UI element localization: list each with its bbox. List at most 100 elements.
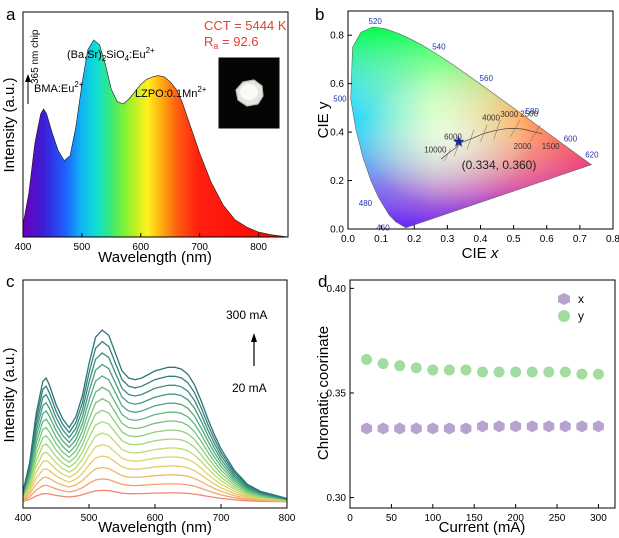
ra-r: R <box>204 34 213 49</box>
point-x <box>543 420 555 433</box>
current-low-label: 20 mA <box>232 381 267 395</box>
wavelength-label: 560 <box>480 74 494 83</box>
y-axis-title-b: CIE y <box>315 101 332 138</box>
legend-d: x y <box>558 292 584 323</box>
spectrum-area <box>23 39 288 237</box>
panel-b-x-tick-label: 0.2 <box>407 234 421 245</box>
wavelength-label: 480 <box>359 199 373 208</box>
x-axis-ticks-d: 0 50 100 150 200 250 300 <box>347 504 607 524</box>
wavelength-label: 500 <box>333 95 347 104</box>
point-y <box>559 366 571 378</box>
basr-sub: 2 <box>102 54 107 63</box>
y-axis-ticks-b: 0.0 0.2 0.4 0.6 0.8 <box>330 31 352 236</box>
lzpo-label: LZPO:0.1Mn2+ <box>135 85 207 100</box>
x-axis-ticks-a: 400 500 600 700 800 <box>15 233 267 253</box>
panel-b-x-tick-label: 0.8 <box>606 234 619 245</box>
point-x <box>592 420 604 433</box>
wavelength-label: 540 <box>432 42 446 51</box>
point-x <box>526 420 538 433</box>
panel-b-x-tick-label: 0.0 <box>341 234 355 245</box>
point-x <box>443 422 455 435</box>
legend-y-label: y <box>578 309 584 323</box>
gamut-white-point <box>350 27 592 228</box>
point-x <box>493 420 505 433</box>
cct-label: 2500 <box>520 110 538 119</box>
spectrum-curve <box>22 455 288 502</box>
isotherm-line <box>529 124 541 142</box>
point-x <box>510 420 522 433</box>
point-y <box>394 360 406 372</box>
panel-d-x-tick-label: 150 <box>466 513 483 524</box>
point-x <box>410 422 422 435</box>
plot-frame-d <box>349 279 616 509</box>
led-photo-inset <box>217 56 281 130</box>
cct-label: 6000 <box>444 132 462 141</box>
panel-b-x-tick-label: 0.5 <box>507 234 521 245</box>
panel-c-letter: c <box>6 272 15 291</box>
point-y <box>543 366 555 378</box>
basr-eu: :Eu <box>129 49 146 61</box>
panel-d-x-tick-label: 300 <box>590 513 607 524</box>
panel-a-x-tick-label: 600 <box>132 242 149 253</box>
spectrum-line <box>23 39 288 237</box>
panel-c-x-tick-label: 800 <box>279 513 296 524</box>
panel-d-y-tick-label: 0.35 <box>327 388 347 399</box>
wavelength-label: 600 <box>564 135 578 144</box>
cct-label: 2000 <box>514 142 532 151</box>
legend-y-marker <box>558 310 570 322</box>
legend-x-label: x <box>578 292 584 306</box>
isotherm-line <box>493 119 501 140</box>
panel-b-x-tick-label: 0.4 <box>474 234 488 245</box>
wavelength-label: 620 <box>585 150 599 159</box>
spectral-locus <box>350 26 593 229</box>
bma-label: BMA:Eu2+ <box>34 80 84 95</box>
lzpo-text: LZPO:0.1Mn <box>135 88 197 100</box>
white-point-star <box>452 135 465 147</box>
spectrum-curve <box>22 352 288 500</box>
point-x <box>377 422 389 435</box>
panel-a-x-tick-label: 500 <box>74 242 91 253</box>
cie-x-pre: CIE <box>462 245 491 262</box>
panel-b-y-tick-label: 0.6 <box>330 79 344 90</box>
panel-a-x-tick-label: 800 <box>250 242 267 253</box>
spectrum-curve <box>22 420 288 501</box>
panel-b-x-tick-label: 0.3 <box>440 234 454 245</box>
panel-c-x-tick-label: 500 <box>81 513 98 524</box>
panel-c-x-tick-label: 700 <box>213 513 230 524</box>
panel-a-x-tick-label: 400 <box>15 242 32 253</box>
panel-b-y-tick-label: 0.4 <box>330 128 344 139</box>
isotherm-line <box>480 124 488 142</box>
x-axis-title-a: Wavelength (nm) <box>98 249 212 266</box>
cct-label: 4000 <box>482 113 500 122</box>
basr-label: (Ba,Sr)2SiO4:Eu2+ <box>67 46 155 63</box>
panel-c-x-tick-label: 400 <box>15 513 32 524</box>
point-y <box>576 368 588 380</box>
panel-a-x-tick-label: 700 <box>191 242 208 253</box>
wavelength-label: 460 <box>376 224 390 233</box>
point-y <box>443 364 455 376</box>
basr-sup: 2+ <box>146 46 155 55</box>
cct-label: 10000 <box>424 146 447 155</box>
panel-d-x-tick-label: 0 <box>347 513 353 524</box>
spectrum-curve <box>22 489 288 503</box>
panel-d-x-tick-label: 200 <box>507 513 524 524</box>
panel-b-x-tick-label: 0.1 <box>374 234 388 245</box>
current-high-label: 300 mA <box>226 308 267 322</box>
spectrum-curve <box>22 329 288 500</box>
panel-b-x-tick-label: 0.6 <box>540 234 554 245</box>
panel-b-x-tick-label: 0.7 <box>573 234 587 245</box>
point-y <box>361 353 373 365</box>
point-y <box>510 366 522 378</box>
chip-label: 365 nm chip <box>30 29 41 84</box>
spectrum-curve <box>22 398 288 501</box>
ra-label: Ra = 92.6 <box>204 34 259 51</box>
point-y <box>592 368 604 380</box>
x-axis-title-c: Wavelength (nm) <box>98 519 212 536</box>
point-y <box>377 358 389 370</box>
wavelength-label: 520 <box>369 17 383 26</box>
point-y <box>427 364 439 376</box>
panel-d-y-tick-label: 0.30 <box>327 493 347 504</box>
point-coordinate-label: (0.334, 0.360) <box>462 158 537 172</box>
ra-value: = 92.6 <box>218 34 258 49</box>
